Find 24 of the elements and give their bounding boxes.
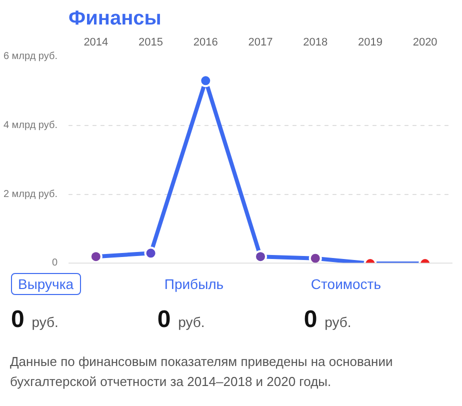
text: 0 руб.: [11, 306, 58, 334]
x-tick-label: 2014: [84, 36, 108, 48]
text: Стоимость: [310, 275, 382, 294]
x-tick-label: 2016: [193, 36, 218, 48]
point: [89, 250, 102, 264]
chart-title: Финансы: [68, 8, 162, 30]
point: [144, 246, 158, 260]
x-tick-label: 2018: [303, 36, 328, 48]
x-tick-label: 2020: [412, 36, 438, 48]
y-tick-label: 0: [52, 258, 58, 268]
text: 0 руб.: [304, 306, 352, 334]
y-tick-label: 2 млрд руб.: [3, 189, 58, 200]
y-tick-label: 4 млрд руб.: [3, 120, 58, 131]
point: [199, 74, 212, 88]
x-tick-label: 2017: [248, 36, 273, 48]
text: 0 руб.: [157, 306, 205, 334]
text: Прибыль: [163, 275, 225, 294]
point: [308, 252, 322, 264]
point: [254, 250, 267, 264]
x-tick-label: 2019: [358, 36, 382, 48]
x-tick-label: 2015: [138, 36, 164, 48]
y-tick-label: 6 млрд руб.: [3, 51, 58, 62]
text: Данные по финансовым показателям приведены на основании бухгалтерской отчетности за 2014–2018 и 2020 годы.: [10, 353, 394, 391]
text: Выручка: [11, 273, 81, 295]
